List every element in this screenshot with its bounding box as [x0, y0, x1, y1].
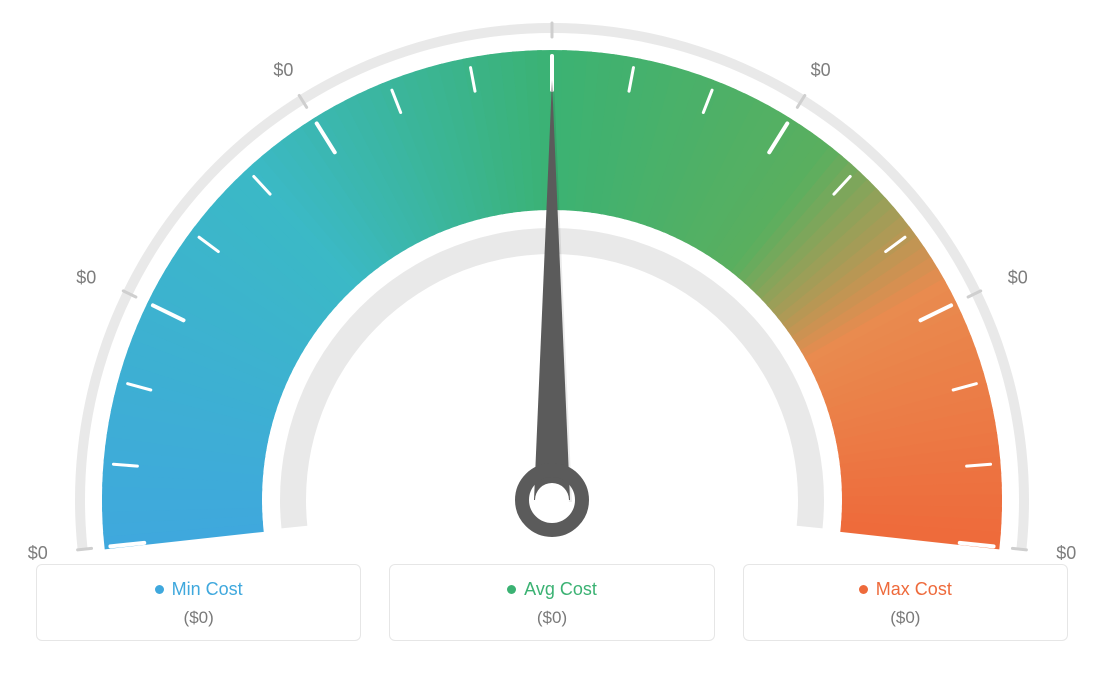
- gauge-svg: $0 $0 $0 $0 $0 $0 $0: [0, 0, 1104, 560]
- svg-text:$0: $0: [1056, 543, 1076, 560]
- legend-label-max: Max Cost: [876, 579, 952, 600]
- svg-text:$0: $0: [542, 0, 562, 3]
- svg-text:$0: $0: [28, 543, 48, 560]
- svg-text:$0: $0: [76, 268, 96, 288]
- legend-label-avg: Avg Cost: [524, 579, 597, 600]
- legend-title-avg: Avg Cost: [507, 579, 597, 600]
- legend-title-max: Max Cost: [859, 579, 952, 600]
- legend-title-min: Min Cost: [155, 579, 243, 600]
- legend-card-avg: Avg Cost ($0): [389, 564, 714, 641]
- dot-max: [859, 585, 868, 594]
- legend-value-max: ($0): [754, 608, 1057, 628]
- legend-value-min: ($0): [47, 608, 350, 628]
- legend-value-avg: ($0): [400, 608, 703, 628]
- svg-text:$0: $0: [1008, 268, 1028, 288]
- legend-label-min: Min Cost: [172, 579, 243, 600]
- legend-card-min: Min Cost ($0): [36, 564, 361, 641]
- legend-row: Min Cost ($0) Avg Cost ($0) Max Cost ($0…: [0, 564, 1104, 641]
- legend-card-max: Max Cost ($0): [743, 564, 1068, 641]
- svg-text:$0: $0: [811, 60, 831, 80]
- dot-min: [155, 585, 164, 594]
- gauge-chart: $0 $0 $0 $0 $0 $0 $0: [0, 0, 1104, 560]
- dot-avg: [507, 585, 516, 594]
- svg-text:$0: $0: [273, 60, 293, 80]
